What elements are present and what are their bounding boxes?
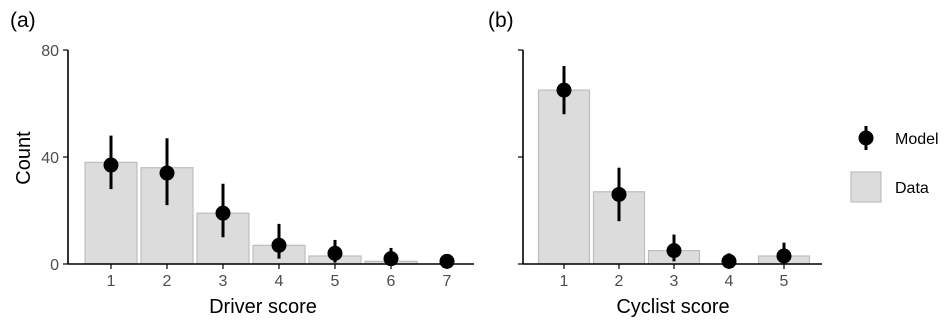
panel-a-model-point bbox=[271, 237, 287, 253]
panel-a-x-tick-label: 6 bbox=[387, 273, 396, 290]
panel-a-model-point bbox=[215, 205, 231, 221]
panel-a-x-tick-label: 1 bbox=[107, 273, 116, 290]
panel-b-model-point bbox=[611, 186, 627, 202]
panel-b-bar bbox=[537, 89, 591, 265]
panel-b-model-point bbox=[556, 82, 572, 98]
panel-b-model-point bbox=[666, 243, 682, 259]
panel-a-x-tick-label: 2 bbox=[163, 273, 172, 290]
panel-b-x-tick-label: 2 bbox=[615, 273, 624, 290]
panel-a-y-tick-label: 80 bbox=[41, 43, 59, 60]
legend-model-label: Model bbox=[895, 131, 939, 148]
panel-a-x-tick-label: 7 bbox=[443, 273, 452, 290]
panel-a-y-axis-title: Count bbox=[13, 131, 35, 185]
panel-a-label: (a) bbox=[10, 9, 36, 32]
panel-b-label: (b) bbox=[488, 9, 514, 32]
plot-layer: 0 40 80 1 2 3 4 5 6 7 1 2 3 4 5 bbox=[41, 43, 822, 290]
panel-a-y-tick-label: 40 bbox=[41, 150, 59, 167]
legend-model-point-key bbox=[858, 130, 874, 146]
panel-b-x-axis-title: Cyclist score bbox=[616, 296, 729, 318]
legend-data-swatch bbox=[850, 171, 882, 203]
panel-b-model-point bbox=[776, 248, 792, 264]
panel-b-x-tick-label: 1 bbox=[560, 273, 569, 290]
panel-b-x-tick-label: 5 bbox=[780, 273, 789, 290]
panel-a-model-point bbox=[327, 245, 343, 261]
panel-a-model-point bbox=[103, 157, 119, 173]
panel-a-x-axis-title: Driver score bbox=[209, 296, 317, 318]
panel-a-x-tick-label: 4 bbox=[275, 273, 284, 290]
panel-a-x-tick-label: 3 bbox=[219, 273, 228, 290]
legend-data-label: Data bbox=[895, 180, 929, 197]
panel-a-model-point bbox=[439, 253, 455, 269]
panel-b-model-point bbox=[721, 253, 737, 269]
panel-b-x-tick-label: 3 bbox=[670, 273, 679, 290]
panel-a-model-point bbox=[383, 251, 399, 267]
panel-b-x-tick-label: 4 bbox=[725, 273, 734, 290]
panel-a-model-point bbox=[159, 165, 175, 181]
panel-a-x-tick-label: 5 bbox=[331, 273, 340, 290]
legend: Model Data bbox=[850, 126, 939, 203]
panel-a-y-tick-label: 0 bbox=[50, 257, 59, 274]
